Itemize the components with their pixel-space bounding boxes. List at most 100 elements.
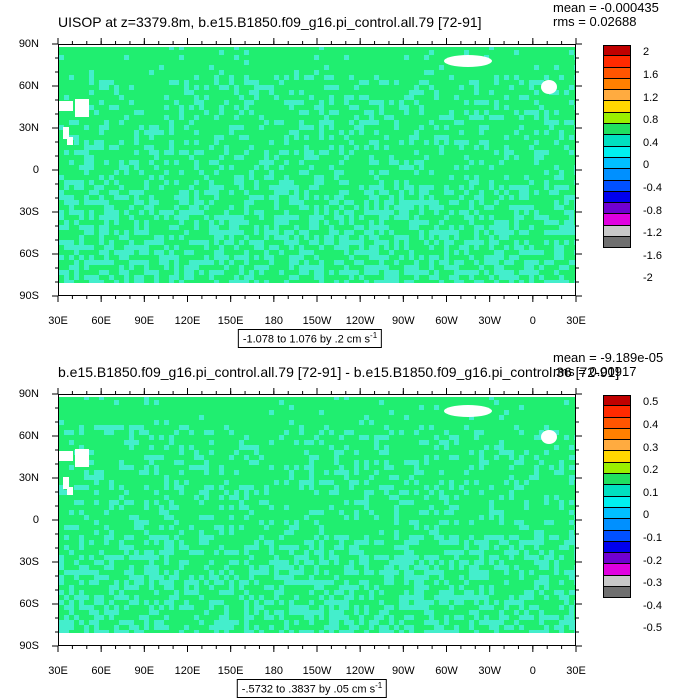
- field-cell: [209, 220, 214, 225]
- field-cell: [299, 110, 304, 115]
- field-cell: [309, 250, 314, 255]
- field-cell: [424, 645, 429, 646]
- colorbar-label: 0.3: [643, 441, 659, 454]
- field-cell: [254, 540, 259, 545]
- field-cell: [104, 610, 109, 615]
- field-cell: [164, 170, 169, 175]
- field-cell: [354, 605, 359, 610]
- colorbar-label: -1.6: [643, 249, 662, 262]
- field-cell: [194, 260, 199, 265]
- field-cell: [79, 295, 84, 296]
- field-cell: [269, 545, 274, 550]
- field-cell: [459, 485, 464, 490]
- field-cell: [509, 490, 514, 495]
- field-cell: [289, 475, 294, 480]
- field-cell: [419, 185, 424, 190]
- field-cell: [159, 625, 164, 630]
- field-cell: [179, 235, 184, 240]
- field-cell: [194, 190, 199, 195]
- field-cell: [469, 220, 474, 225]
- field-cell: [419, 210, 424, 215]
- field-cell: [239, 595, 244, 600]
- field-cell: [394, 125, 399, 130]
- field-cell: [209, 65, 214, 70]
- field-cell: [129, 645, 134, 646]
- field-cell: [69, 440, 74, 445]
- field-cell: [414, 600, 419, 605]
- field-cell: [574, 590, 575, 595]
- field-cell: [559, 595, 564, 600]
- field-cell: [404, 180, 409, 185]
- field-cell: [294, 520, 299, 525]
- field-cell: [269, 410, 274, 415]
- map-plot-area: [58, 394, 576, 646]
- field-cell: [104, 525, 109, 530]
- field-cell: [379, 190, 384, 195]
- field-cell: [344, 100, 349, 105]
- field-cell: [174, 645, 179, 646]
- field-cell: [234, 55, 239, 60]
- field-cell: [329, 490, 334, 495]
- field-cell: [319, 550, 324, 555]
- field-cell: [119, 295, 124, 296]
- field-cell: [169, 575, 174, 580]
- field-cell: [304, 605, 309, 610]
- field-cell: [134, 425, 139, 430]
- x-tick-label: 150E: [217, 665, 244, 677]
- field-cell: [234, 495, 239, 500]
- field-cell: [389, 430, 394, 435]
- field-cell: [469, 645, 474, 646]
- field-cell: [399, 215, 404, 220]
- field-cell: [144, 145, 149, 150]
- field-cell: [199, 105, 204, 110]
- field-cell: [364, 490, 369, 495]
- field-cell: [234, 550, 239, 555]
- field-cell: [149, 160, 154, 165]
- field-cell: [169, 225, 174, 230]
- field-cell: [374, 645, 379, 646]
- field-cell: [294, 185, 299, 190]
- field-cell: [379, 110, 384, 115]
- field-cell: [379, 450, 384, 455]
- field-cell: [224, 625, 229, 630]
- field-cell: [359, 580, 364, 585]
- field-cell: [304, 265, 309, 270]
- field-cell: [234, 275, 239, 280]
- field-cell: [184, 480, 189, 485]
- field-cell: [559, 460, 564, 465]
- field-cell: [74, 185, 79, 190]
- field-cell: [419, 235, 424, 240]
- field-cell: [544, 580, 549, 585]
- field-cell: [129, 240, 134, 245]
- field-cell: [499, 520, 504, 525]
- field-cell: [394, 80, 399, 85]
- field-cell: [444, 185, 449, 190]
- field-cell: [134, 585, 139, 590]
- field-cell: [144, 570, 149, 575]
- colorbar-swatch: [603, 530, 631, 542]
- field-cell: [384, 490, 389, 495]
- field-cell: [384, 210, 389, 215]
- field-cell: [129, 425, 134, 430]
- field-cell: [359, 245, 364, 250]
- field-cell: [154, 215, 159, 220]
- field-cell: [219, 570, 224, 575]
- field-cell: [484, 145, 489, 150]
- field-cell: [559, 295, 564, 296]
- field-cell: [489, 255, 494, 260]
- field-cell: [469, 415, 474, 420]
- field-cell: [314, 155, 319, 160]
- field-cell: [374, 515, 379, 520]
- field-cell: [219, 85, 224, 90]
- field-cell: [104, 205, 109, 210]
- field-cell: [514, 550, 519, 555]
- field-cell: [559, 185, 564, 190]
- field-cell: [344, 190, 349, 195]
- field-cell: [189, 210, 194, 215]
- field-cell: [404, 110, 409, 115]
- field-cell: [414, 590, 419, 595]
- field-cell: [179, 540, 184, 545]
- field-cell: [279, 150, 284, 155]
- field-cell: [234, 175, 239, 180]
- field-cell: [574, 65, 575, 70]
